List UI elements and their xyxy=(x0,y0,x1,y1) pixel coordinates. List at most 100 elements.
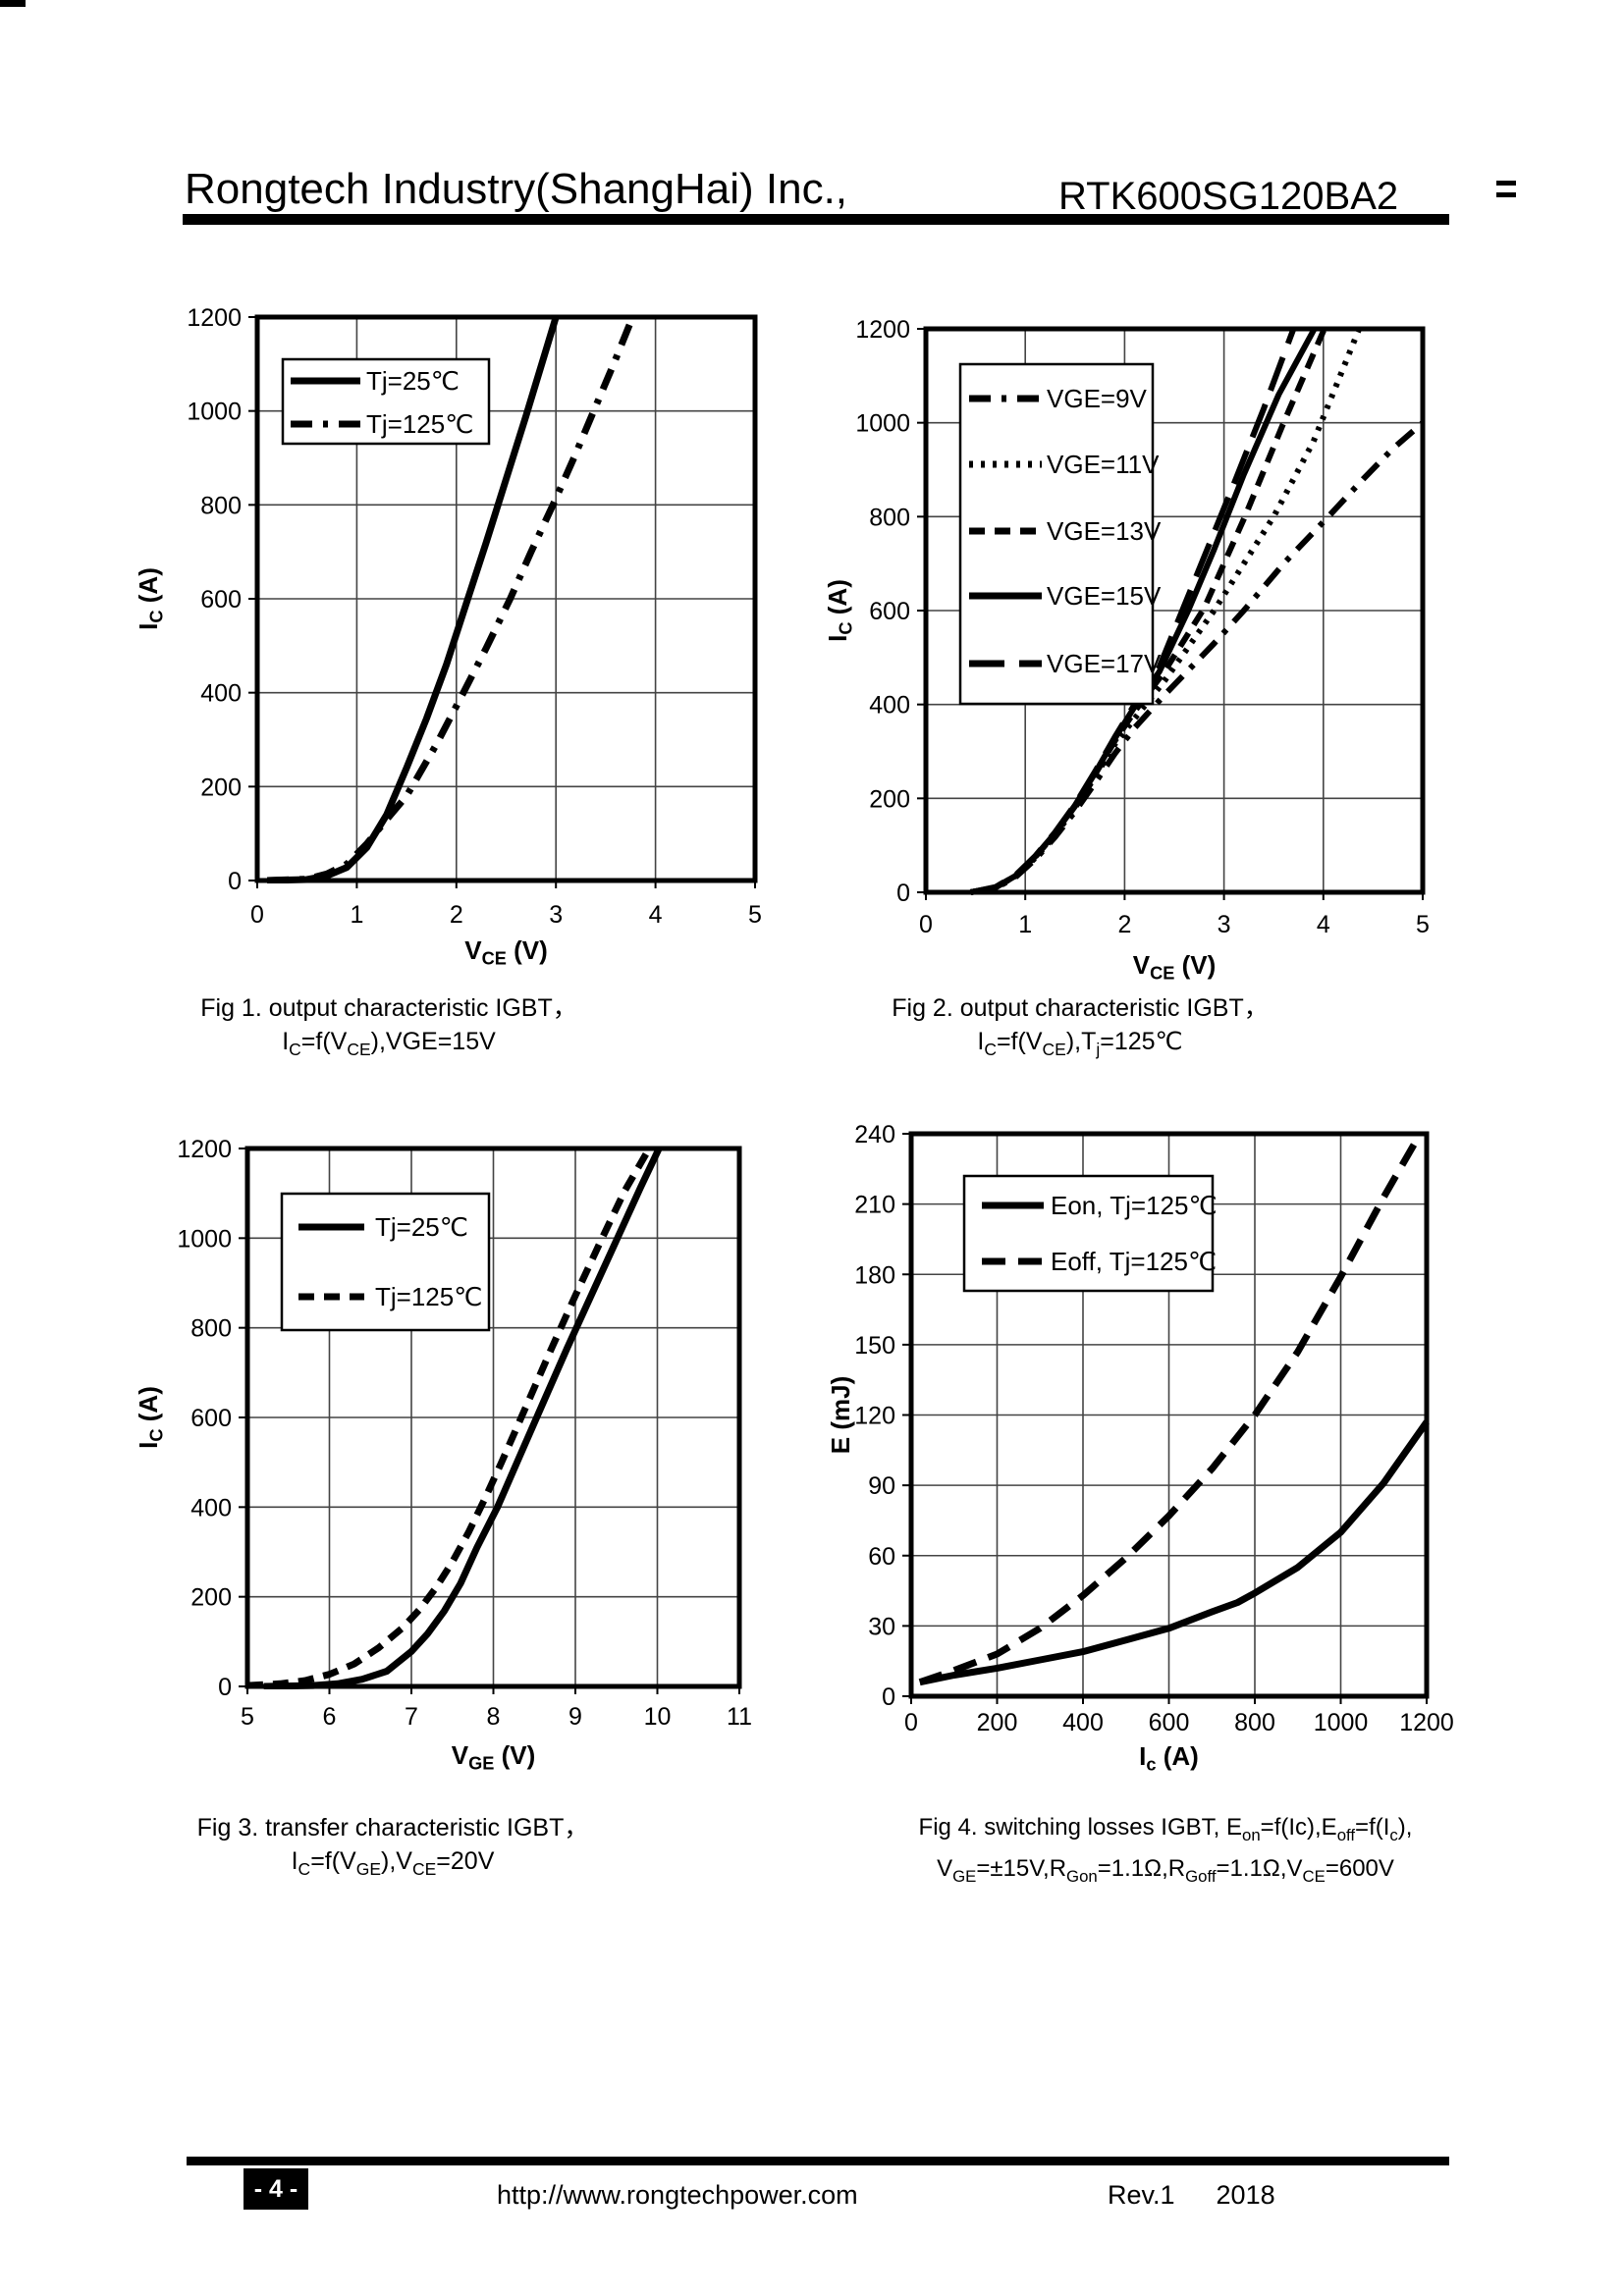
svg-text:6: 6 xyxy=(323,1703,337,1731)
svg-text:120: 120 xyxy=(854,1403,895,1430)
fig1-caption-line1: Fig 1. output characteristic IGBT， xyxy=(200,994,577,1022)
svg-text:9: 9 xyxy=(568,1703,582,1731)
scan-artifact-corner xyxy=(0,0,26,7)
svg-text:IC (A): IC (A) xyxy=(137,1386,167,1449)
svg-text:400: 400 xyxy=(190,1494,232,1522)
scan-artifact-margin-mark xyxy=(1496,192,1516,197)
svg-text:400: 400 xyxy=(869,692,910,720)
fig3-chart-svg: 5 6 7 8 9 10 11 0 200 400 600 800 1000 1200 VGE (V) IC … xyxy=(134,1136,752,1774)
part-number: RTK600SG120BA2 xyxy=(1058,175,1399,218)
svg-text:Eoff, Tj=125℃: Eoff, Tj=125℃ xyxy=(1051,1247,1217,1276)
svg-text:Eon, Tj=125℃: Eon, Tj=125℃ xyxy=(1051,1191,1218,1220)
page-number-badge: - 4 - xyxy=(244,2168,308,2210)
svg-text:VGE (V): VGE (V) xyxy=(452,1740,536,1774)
svg-text:800: 800 xyxy=(200,492,242,519)
svg-text:400: 400 xyxy=(200,680,242,708)
svg-text:0: 0 xyxy=(919,911,933,938)
footer-revision-label: Rev.1 xyxy=(1108,2180,1175,2210)
svg-text:Tj=25℃: Tj=25℃ xyxy=(375,1212,468,1242)
fig2-chart-svg: 0 1 2 3 4 5 0 200 400 600 800 1000 1200 VCE (V) IC (A)… xyxy=(823,316,1430,984)
fig1-caption: Fig 1. output characteristic IGBT， IC=f(… xyxy=(143,991,634,1066)
header-rule xyxy=(183,214,1449,225)
svg-text:180: 180 xyxy=(854,1261,895,1289)
svg-text:VGE=13V: VGE=13V xyxy=(1047,516,1162,546)
svg-text:1200: 1200 xyxy=(855,316,910,344)
svg-text:200: 200 xyxy=(190,1584,232,1612)
svg-text:VCE (V): VCE (V) xyxy=(1133,950,1217,982)
svg-text:VCE (V): VCE (V) xyxy=(464,935,548,969)
fig2-caption-line2: IC=f(VCE),Tj=125℃ xyxy=(977,1028,1183,1059)
fig4-switching-losses-chart: 0 200 400 600 800 1000 1200 0 30 60 90 120 150 180 210… xyxy=(825,1109,1469,1791)
svg-text:E (mJ): E (mJ) xyxy=(826,1376,855,1454)
svg-text:IC (A): IC (A) xyxy=(825,579,856,642)
fig2-output-characteristic-chart: 0 1 2 3 4 5 0 200 400 600 800 1000 1200 VCE (V) IC (A)… xyxy=(823,294,1469,987)
svg-text:1000: 1000 xyxy=(1314,1709,1369,1736)
fig4-caption: Fig 4. switching losses IGBT, Eon=f(Ic),… xyxy=(841,1811,1489,1894)
svg-text:5: 5 xyxy=(1416,911,1430,938)
svg-text:3: 3 xyxy=(549,901,563,929)
footer-year: 2018 xyxy=(1216,2180,1275,2210)
svg-text:90: 90 xyxy=(868,1472,895,1500)
fig2-caption: Fig 2. output characteristic IGBT， IC=f(… xyxy=(835,991,1326,1066)
fig3-caption: Fig 3. transfer characteristic IGBT， IC=… xyxy=(147,1811,638,1886)
svg-text:800: 800 xyxy=(190,1315,232,1343)
svg-text:10: 10 xyxy=(644,1703,672,1731)
svg-text:600: 600 xyxy=(200,586,242,614)
footer-revision: Rev.1 2018 xyxy=(1108,2180,1275,2211)
svg-text:4: 4 xyxy=(649,901,663,929)
svg-text:0: 0 xyxy=(250,901,264,929)
svg-text:0: 0 xyxy=(904,1709,918,1736)
fig3-caption-line2: IC=f(VGE),VCE=20V xyxy=(291,1847,495,1879)
svg-text:VGE=15V: VGE=15V xyxy=(1047,581,1162,611)
svg-text:1000: 1000 xyxy=(187,399,242,426)
svg-text:210: 210 xyxy=(854,1192,895,1219)
svg-text:5: 5 xyxy=(241,1703,254,1731)
svg-text:60: 60 xyxy=(868,1543,895,1571)
svg-text:0: 0 xyxy=(228,868,242,895)
svg-text:VGE=11V: VGE=11V xyxy=(1047,450,1160,479)
svg-text:600: 600 xyxy=(869,598,910,625)
fig4-caption-line1: Fig 4. switching losses IGBT, Eon=f(Ic),… xyxy=(918,1814,1413,1844)
svg-text:200: 200 xyxy=(869,785,910,813)
fig2-caption-line1: Fig 2. output characteristic IGBT， xyxy=(892,994,1269,1022)
svg-text:VGE=17V: VGE=17V xyxy=(1047,649,1162,678)
svg-text:Ic (A): Ic (A) xyxy=(1139,1741,1199,1775)
svg-text:1: 1 xyxy=(1018,911,1032,938)
svg-text:400: 400 xyxy=(1062,1709,1104,1736)
svg-text:800: 800 xyxy=(869,504,910,531)
svg-text:150: 150 xyxy=(854,1332,895,1360)
svg-text:1200: 1200 xyxy=(177,1136,232,1163)
fig4-caption-line2: VGE=±15V,RGon=1.1Ω,RGoff=1.1Ω,VCE=600V xyxy=(937,1854,1394,1886)
svg-text:VGE=9V: VGE=9V xyxy=(1047,384,1148,413)
svg-text:11: 11 xyxy=(727,1703,752,1731)
footer-rule xyxy=(187,2157,1449,2165)
svg-text:4: 4 xyxy=(1317,911,1330,938)
svg-text:200: 200 xyxy=(200,774,242,801)
svg-text:600: 600 xyxy=(190,1405,232,1432)
svg-text:8: 8 xyxy=(487,1703,501,1731)
footer-url: http://www.rongtechpower.com xyxy=(497,2180,858,2210)
svg-text:7: 7 xyxy=(405,1703,418,1731)
scan-artifact-margin-mark xyxy=(1496,181,1516,186)
svg-text:2: 2 xyxy=(1117,911,1131,938)
svg-text:600: 600 xyxy=(1149,1709,1190,1736)
svg-text:1000: 1000 xyxy=(177,1225,232,1253)
svg-text:0: 0 xyxy=(882,1683,895,1711)
svg-text:0: 0 xyxy=(218,1674,232,1701)
svg-text:1: 1 xyxy=(350,901,363,929)
company-title: Rongtech Industry(ShangHai) Inc., xyxy=(185,165,848,213)
svg-text:1200: 1200 xyxy=(187,304,242,332)
svg-text:IC (A): IC (A) xyxy=(137,567,167,630)
svg-text:5: 5 xyxy=(748,901,762,929)
svg-text:Tj=125℃: Tj=125℃ xyxy=(366,409,473,439)
svg-text:800: 800 xyxy=(1234,1709,1275,1736)
fig3-transfer-characteristic-chart: 5 6 7 8 9 10 11 0 200 400 600 800 1000 1200 VGE (V) IC … xyxy=(134,1119,782,1791)
svg-text:200: 200 xyxy=(977,1709,1018,1736)
fig1-chart-svg: 0 1 2 3 4 5 0 200 400 600 800 1000 1200 VCE (V) IC (A)… xyxy=(134,304,762,969)
fig4-chart-svg: 0 200 400 600 800 1000 1200 0 30 60 90 120 150 180 210… xyxy=(826,1121,1454,1775)
svg-text:2: 2 xyxy=(450,901,463,929)
svg-text:Tj=25℃: Tj=25℃ xyxy=(366,366,460,396)
fig3-caption-line1: Fig 3. transfer characteristic IGBT， xyxy=(196,1814,589,1842)
svg-text:1000: 1000 xyxy=(855,410,910,438)
